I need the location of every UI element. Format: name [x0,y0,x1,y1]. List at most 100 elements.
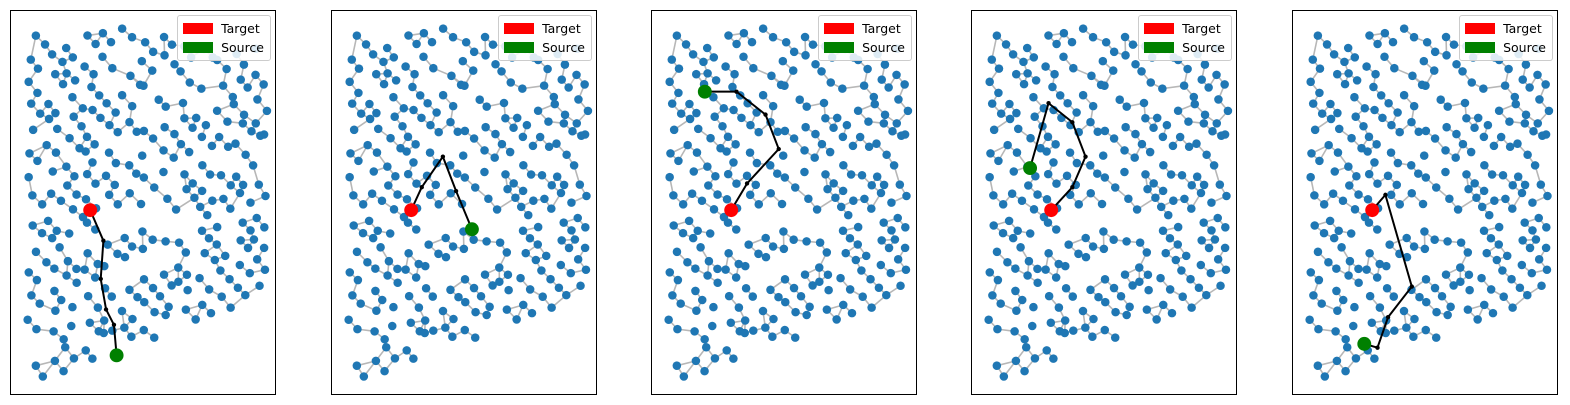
graph-node [37,228,47,238]
graph-node [50,356,60,366]
legend-item-target: Target [1465,19,1546,38]
graph-node [669,125,679,135]
graph-node [1505,142,1515,151]
graph-node [126,71,135,81]
graph-node [488,40,498,49]
graph-node [1121,122,1130,132]
graph-node [748,292,758,301]
graph-node [87,82,96,92]
graph-node [737,113,746,123]
graph-node [1222,191,1231,201]
graph-node [401,62,410,71]
graph-node [815,277,824,286]
graph-node [372,148,382,157]
graph-node [701,342,711,352]
graph-node [1364,218,1374,227]
graph-node [1048,82,1057,92]
graph-node [354,88,363,98]
graph-node [33,88,42,98]
graph-node [449,314,458,324]
graph-node [900,243,910,253]
legend: Target Source [818,15,912,61]
graph-node [724,31,733,40]
graph-node [1046,318,1056,328]
graph-node [848,141,858,151]
graph-node [1375,303,1385,312]
graph-node [1430,283,1440,293]
graph-node [754,249,763,259]
graph-node [188,123,197,133]
graph-node [1333,108,1342,118]
graph-node [992,31,1002,40]
graph-node [546,274,555,284]
legend-item-source: Source [1144,38,1225,57]
graph-node [685,99,694,109]
graph-node [60,342,70,352]
graph-node [1137,139,1147,149]
graph-node [1099,227,1108,236]
graph-node [994,64,1004,73]
graph-node [1370,158,1379,167]
graph-node [1508,204,1517,213]
graph-node [1364,132,1374,142]
graph-node [475,95,484,104]
graph-node [1432,307,1441,317]
graph-node [1544,106,1554,116]
graph-node [857,171,867,180]
graph-node [56,196,66,206]
graph-node [233,283,243,292]
graph-node [802,237,811,246]
graph-node [739,52,748,62]
graph-node [1534,213,1544,223]
graph-node [739,28,749,38]
graph-node [1430,235,1439,244]
graph-node [1101,297,1110,307]
graph-node [125,117,134,127]
graph-node [1130,153,1139,162]
graph-node [111,158,121,168]
graph-node [83,31,92,40]
graph-node [1338,295,1348,305]
graph-node [137,151,147,160]
graph-node [522,120,532,130]
shortest-path [1029,101,1087,211]
graph-node [1184,142,1194,151]
graph-node [1393,108,1402,117]
graph-node [821,170,830,179]
graph-node [241,290,250,300]
graph-node [1441,270,1451,279]
graph-node [349,191,358,200]
graph-node [1520,180,1530,190]
graph-node [1456,238,1466,247]
graph-node [1024,181,1033,190]
graph-node [853,222,863,232]
graph-node [665,77,674,87]
graph-node [824,285,833,295]
graph-node [810,153,819,162]
graph-node [845,285,855,294]
graph-plot-5 [1305,24,1554,381]
graph-node [82,132,92,142]
graph-node [1187,204,1196,213]
graph-node [1538,131,1547,140]
graph-node [205,170,215,179]
graph-node [1209,161,1219,170]
graph-node [512,113,522,123]
graph-node [547,180,557,190]
graph-node [1152,113,1162,123]
graph-node [1502,251,1512,261]
graph-node [1422,297,1431,307]
graph-node [225,274,234,284]
graph-node [1128,40,1138,49]
graph-node [1314,275,1324,285]
graph-node [363,140,372,150]
graph-node [127,32,137,42]
graph-node [1072,108,1081,117]
graph-node [1087,71,1096,81]
graph-node [170,59,179,69]
graph-node [159,32,169,42]
graph-node [761,233,770,243]
graph-node [688,50,698,59]
graph-node [411,140,420,149]
graph-node [1177,266,1186,275]
